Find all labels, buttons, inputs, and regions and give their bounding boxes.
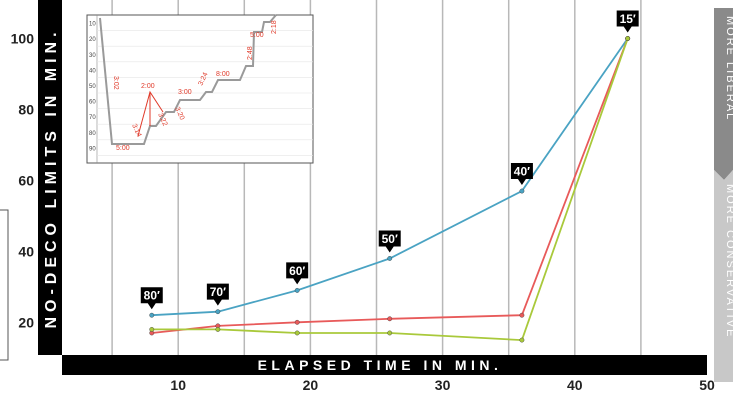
inset-depth-tick: 30 [89,53,96,59]
y-axis-title: NO-DECO LIMITS IN MIN. [43,27,60,328]
depth-marker: 15′ [616,10,639,33]
depth-marker-pin [510,163,533,186]
left-edge-box [0,209,9,361]
data-point [387,316,393,322]
x-axis-bar [62,355,707,375]
inset-label: 3:02 [112,76,119,90]
x-tick-label: 40 [567,377,583,393]
series-line [151,37,629,317]
data-point [387,330,393,336]
data-point [294,330,300,336]
data-point [294,287,300,293]
depth-markers: 80′ 70′ 60′ 50′ 40′ 15′ [140,10,639,310]
liberal-tab: MORE LIBERAL [714,8,733,180]
inset-profile-line [99,14,277,145]
inset-depth-tick: 40 [89,68,96,74]
y-axis-bar [38,0,62,355]
x-tick-label: 20 [303,377,319,393]
y-tick-label: 40 [18,243,34,259]
data-point [519,188,525,194]
inset-depth-tick: 70 [89,115,96,121]
data-point [215,309,221,315]
inset-depth-tick: 10 [89,22,96,28]
x-tick-label: 10 [170,377,186,393]
depth-marker-pin [206,283,229,306]
series-line [151,38,629,342]
data-point [387,256,393,261]
inset-label: 8:00 [216,71,230,78]
series-line [151,38,629,334]
depth-marker: 60′ [286,262,309,285]
depth-marker-label: 50′ [382,232,398,246]
data-point [215,327,221,332]
data-point [519,312,525,318]
inset-label: 2:48 [247,46,254,60]
liberal-tab-label: MORE LIBERAL [724,16,733,121]
x-tick-label: 50 [699,377,715,393]
inset-label: 5:00 [116,145,130,152]
data-point [294,319,300,325]
depth-marker-label: 70′ [210,285,226,299]
depth-marker-pin [140,287,163,310]
depth-marker-pin [286,262,309,285]
inset-label: 2:18 [271,20,278,34]
depth-marker-label: 40′ [514,165,530,179]
inset-depth-tick: 80 [89,131,96,137]
x-axis-title: ELAPSED TIME IN MIN. [258,357,503,373]
depth-marker-label: 60′ [289,264,305,278]
inset-label: 3:00 [178,89,192,96]
inset-frame [86,14,314,164]
depth-marker: 40′ [510,163,533,186]
depth-marker-label: 15′ [620,12,636,26]
depth-marker: 70′ [206,283,229,306]
y-tick-label: 80 [18,101,34,117]
inset-depth-ticks: 10 20 30 40 50 60 70 80 90 [89,22,96,153]
inset-depth-tick: 60 [89,100,96,106]
conservative-tab-shape [714,170,733,382]
series-points [149,36,631,343]
data-point [625,36,631,41]
gridlines [111,0,642,355]
depth-marker-pin [378,230,401,253]
data-point [519,337,525,343]
data-point [149,327,155,332]
inset-label: 2:00 [141,83,155,90]
x-tick-label: 30 [435,377,451,393]
depth-marker: 50′ [378,230,401,253]
conservative-tab: MORE CONSERVATIVE [714,170,733,382]
liberal-tab-shape [714,8,733,180]
data-point [149,312,155,318]
y-tick-label: 100 [11,30,35,46]
depth-marker-pin [616,10,639,33]
depth-marker: 80′ [140,287,163,310]
conservative-tab-label: MORE CONSERVATIVE [724,184,733,338]
x-tick-labels: 10 20 30 40 50 [170,377,715,393]
y-tick-label: 60 [18,172,34,188]
depth-marker-label: 80′ [144,289,160,303]
inset-label: 5:00 [250,32,264,39]
y-tick-labels: 20 40 60 80 100 [11,30,35,330]
inset-depth-tick: 90 [89,146,96,152]
y-tick-label: 20 [18,314,34,330]
inset-depth-tick: 20 [89,37,96,43]
inset-depth-tick: 50 [89,84,96,90]
series-lines [151,37,629,342]
